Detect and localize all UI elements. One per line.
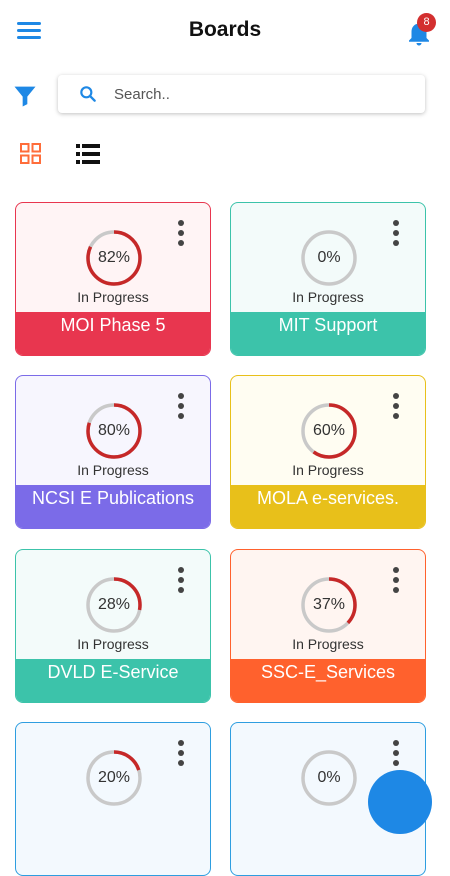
board-name: MOLA e-services. [231, 485, 425, 528]
board-card[interactable]: 80% In Progress NCSI E Publications [15, 375, 211, 529]
progress-percent: 28% [97, 596, 131, 613]
grid-view-icon[interactable] [20, 143, 41, 164]
more-vertical-icon[interactable] [393, 393, 399, 419]
progress-ring [301, 403, 357, 459]
page-title: Boards [188, 18, 262, 41]
progress-ring [301, 577, 357, 633]
board-name: SSC-E_Services [231, 659, 425, 702]
more-vertical-icon[interactable] [178, 740, 184, 766]
more-vertical-icon[interactable] [178, 393, 184, 419]
more-vertical-icon[interactable] [393, 740, 399, 766]
board-status: In Progress [292, 289, 364, 305]
progress-percent: 0% [317, 249, 341, 266]
board-card[interactable]: 0% In Progress MIT Support [230, 202, 426, 356]
more-vertical-icon[interactable] [393, 567, 399, 593]
progress-percent: 80% [97, 422, 131, 439]
more-vertical-icon[interactable] [393, 220, 399, 246]
progress-percent: 20% [97, 769, 131, 786]
more-vertical-icon[interactable] [178, 567, 184, 593]
filter-icon[interactable] [11, 82, 39, 110]
progress-ring [86, 577, 142, 633]
progress-percent: 82% [97, 249, 131, 266]
progress-ring [301, 230, 357, 286]
app-header: Boards 8 [0, 0, 450, 64]
more-vertical-icon[interactable] [178, 220, 184, 246]
progress-percent: 37% [312, 596, 346, 613]
notification-badge: 8 [417, 13, 436, 32]
board-card[interactable]: 37% In Progress SSC-E_Services [230, 549, 426, 703]
board-name: DVLD E-Service [16, 659, 210, 702]
search-bar [58, 75, 425, 113]
progress-ring [86, 403, 142, 459]
board-status: In Progress [292, 636, 364, 652]
board-status: In Progress [77, 462, 149, 478]
board-card[interactable]: 20% [15, 722, 211, 876]
board-status: In Progress [77, 636, 149, 652]
progress-percent: 0% [317, 769, 341, 786]
search-icon [80, 86, 96, 102]
board-name: NCSI E Publications [16, 485, 210, 528]
board-card[interactable]: 82% In Progress MOI Phase 5 [15, 202, 211, 356]
board-status: In Progress [292, 462, 364, 478]
board-name: MOI Phase 5 [16, 312, 210, 355]
menu-icon[interactable] [17, 22, 41, 40]
progress-percent: 60% [312, 422, 346, 439]
board-card[interactable]: 28% In Progress DVLD E-Service [15, 549, 211, 703]
list-view-icon[interactable] [76, 144, 100, 164]
search-input[interactable] [114, 75, 414, 113]
board-name: MIT Support [231, 312, 425, 355]
board-status: In Progress [77, 289, 149, 305]
add-board-button[interactable] [368, 770, 432, 834]
board-card[interactable]: 60% In Progress MOLA e-services. [230, 375, 426, 529]
progress-ring [86, 230, 142, 286]
